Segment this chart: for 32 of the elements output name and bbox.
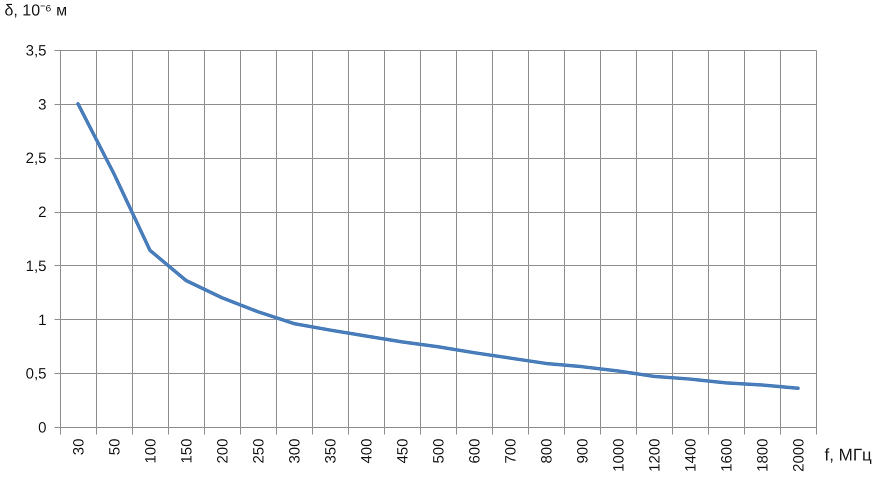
y-axis-title: δ, 10⁻⁶ м (4, 2, 68, 20)
x-tick-label: 1600 (718, 438, 736, 472)
y-tick-label: 3,5 (26, 42, 46, 60)
x-tick-label: 150 (178, 438, 196, 464)
x-tick-label: 800 (538, 438, 556, 464)
x-tick-label: 600 (466, 438, 484, 464)
x-tick-label: 50 (106, 438, 124, 456)
x-tick-label: 700 (502, 438, 520, 464)
x-tick-label: 1800 (754, 438, 772, 472)
y-tick-label: 0 (38, 420, 46, 436)
x-tick-label: 450 (394, 438, 412, 464)
x-tick-label: 2000 (790, 438, 808, 472)
line-series (76, 102, 800, 390)
y-tick-label: 2 (38, 204, 46, 222)
y-tick-label: 3 (38, 96, 46, 114)
x-tick-label: 900 (574, 438, 592, 464)
x-tick-label: 300 (286, 438, 304, 464)
x-tick-label: 400 (358, 438, 376, 464)
x-tick-label: 250 (250, 438, 268, 464)
x-tick-label: 350 (322, 438, 340, 464)
x-tick-label: 1200 (646, 438, 664, 472)
x-tick-label: 1400 (682, 438, 700, 472)
x-tick-label: 500 (430, 438, 448, 464)
x-tick-label: 1000 (610, 438, 628, 472)
y-tick-label: 0,5 (26, 366, 46, 383)
x-tick-label: 30 (70, 438, 88, 456)
y-tick-label: 2,5 (26, 150, 46, 168)
y-tick-label: 1,5 (26, 258, 46, 275)
x-tick-label: 200 (214, 438, 232, 464)
x-tick-label: 100 (142, 438, 160, 464)
y-tick-label: 1 (38, 312, 46, 329)
x-axis-title: f, МГц (824, 446, 872, 464)
